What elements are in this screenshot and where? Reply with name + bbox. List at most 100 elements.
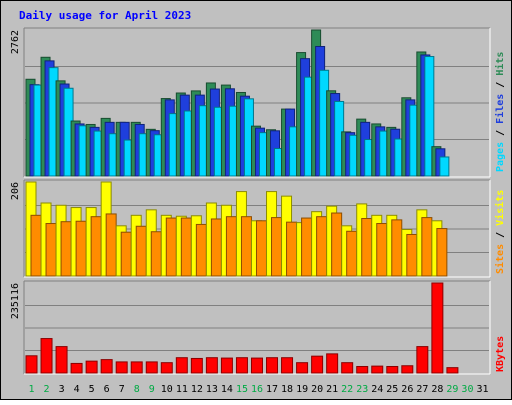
bar-kbytes-day-22 <box>341 362 354 374</box>
bar-kbytes-day-6 <box>100 359 113 374</box>
bar-kbytes-day-23 <box>356 365 369 374</box>
legend-separator: / <box>495 76 506 94</box>
bar-kbytes-day-15 <box>235 357 248 374</box>
bar-kbytes-day-3 <box>55 346 68 374</box>
bar-sites-day-12 <box>195 223 207 277</box>
axis-max-label: 2762 <box>10 30 21 54</box>
legend-item-files: Files <box>494 94 506 124</box>
day-label: 4 <box>74 384 80 395</box>
day-label: 13 <box>206 384 218 395</box>
bar-sites-day-22 <box>346 230 358 277</box>
bar-kbytes-day-14 <box>220 357 233 374</box>
bar-kbytes-day-16 <box>250 357 263 374</box>
day-label: 17 <box>266 384 278 395</box>
bar-kbytes-day-27 <box>416 346 429 374</box>
bar-sites-day-1 <box>30 214 42 277</box>
legend-kbytes: KBytes <box>495 336 506 372</box>
chart-panels: 2762 Pages / Files / Hits 206 Sites / Visit… <box>10 27 506 375</box>
bar-sites-day-10 <box>165 217 177 277</box>
bar-kbytes-day-7 <box>115 361 128 374</box>
day-label: 28 <box>431 384 443 395</box>
bar-kbytes-day-26 <box>401 365 414 374</box>
day-label: 2 <box>44 384 50 395</box>
bar-kbytes-day-28 <box>431 282 444 374</box>
bar-kbytes-day-11 <box>175 357 188 374</box>
bar-kbytes-day-20 <box>311 355 324 374</box>
day-label: 23 <box>356 384 368 395</box>
bar-sites-day-11 <box>180 217 192 277</box>
bar-kbytes-day-17 <box>266 357 279 374</box>
legend-visits-sites: Sites / Visits <box>494 190 506 274</box>
day-label: 15 <box>236 384 248 395</box>
day-label: 29 <box>446 384 458 395</box>
bar-kbytes-day-2 <box>40 338 53 374</box>
day-label: 11 <box>176 384 188 395</box>
day-label: 25 <box>386 384 398 395</box>
legend-item-hits: Hits <box>494 52 506 76</box>
day-label: 16 <box>251 384 263 395</box>
bar-kbytes-day-10 <box>160 362 173 374</box>
bar-kbytes-day-25 <box>386 365 399 374</box>
bar-sites-day-3 <box>60 221 72 277</box>
bar-sites-day-9 <box>150 231 162 277</box>
legend-item-sites: Sites <box>494 244 506 274</box>
day-label: 18 <box>281 384 293 395</box>
day-label: 20 <box>311 384 323 395</box>
day-label: 22 <box>341 384 353 395</box>
bar-sites-day-23 <box>361 218 373 277</box>
day-label: 1 <box>29 384 35 395</box>
bar-sites-day-5 <box>90 216 102 277</box>
day-label: 26 <box>401 384 413 395</box>
bar-kbytes-day-24 <box>371 365 384 374</box>
bar-sites-day-25 <box>391 219 403 277</box>
bar-kbytes-day-4 <box>70 362 83 374</box>
axis-max-label: 235116 <box>10 283 21 319</box>
bar-sites-day-21 <box>331 212 343 277</box>
bar-kbytes-day-18 <box>281 357 294 374</box>
bar-kbytes-day-8 <box>130 361 143 374</box>
bar-sites-day-28 <box>436 228 448 277</box>
bar-sites-day-8 <box>135 225 147 277</box>
bar-kbytes-day-29 <box>446 367 459 374</box>
day-label: 6 <box>104 384 110 395</box>
legend-hits-files-pages: Pages / Files / Hits <box>494 52 506 172</box>
day-label: 5 <box>89 384 95 395</box>
day-label: 30 <box>461 384 473 395</box>
legend-item-pages: Pages <box>495 142 506 172</box>
day-label: 9 <box>149 384 155 395</box>
bar-kbytes-day-12 <box>190 357 203 374</box>
legend-item-visits: Visits <box>494 190 506 226</box>
day-label: 24 <box>371 384 383 395</box>
bar-kbytes-day-9 <box>145 361 158 374</box>
bar-sites-day-16 <box>255 220 267 277</box>
day-label: 27 <box>416 384 428 395</box>
day-label: 7 <box>119 384 125 395</box>
panel-kbytes: 235116 KBytes <box>10 280 506 375</box>
bar-sites-day-20 <box>316 216 328 277</box>
day-label: 31 <box>476 384 488 395</box>
bar-sites-day-6 <box>105 213 117 277</box>
bar-sites-day-4 <box>75 220 87 277</box>
bar-sites-day-13 <box>210 218 222 277</box>
legend-item-kbytes: KBytes <box>495 336 506 372</box>
day-label: 21 <box>326 384 338 395</box>
chart-title: Daily usage for April 2023 <box>19 9 191 22</box>
bar-kbytes-day-5 <box>85 360 98 374</box>
bar-sites-day-17 <box>271 217 283 277</box>
bar-sites-day-15 <box>240 216 252 277</box>
axis-max-label: 206 <box>10 182 21 200</box>
day-label: 14 <box>221 384 233 395</box>
bar-sites-day-19 <box>301 217 313 277</box>
bar-pages-day-27 <box>424 56 435 177</box>
day-label: 19 <box>296 384 308 395</box>
bar-kbytes-day-21 <box>326 353 339 374</box>
day-label: 8 <box>134 384 140 395</box>
day-labels: 1 2 3 4 5 6 7 8 9 10 11 12 13 14 15 16 17 18 19 20 21 22 23 24 2… <box>29 384 489 395</box>
legend-separator: / <box>495 124 506 142</box>
bar-kbytes-day-13 <box>205 357 218 374</box>
bar-kbytes-day-19 <box>296 362 309 374</box>
bar-sites-day-2 <box>45 223 57 277</box>
bar-sites-day-26 <box>406 233 418 277</box>
day-label: 10 <box>161 384 173 395</box>
